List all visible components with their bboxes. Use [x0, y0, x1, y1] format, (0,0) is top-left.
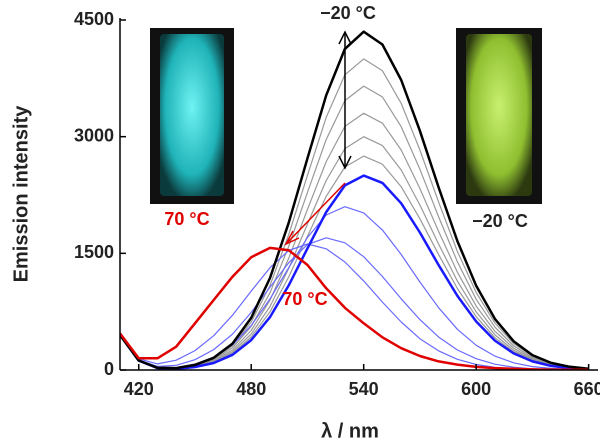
series-line [120, 174, 589, 370]
series-line [120, 30, 589, 370]
x-tick-label: 540 [349, 379, 379, 399]
annotation: −20 °C [320, 3, 376, 23]
plot-area [120, 30, 589, 370]
x-axis-label: λ / nm [321, 420, 379, 442]
x-tick-label: 660 [574, 379, 600, 399]
arrow [287, 182, 346, 243]
x-tick-label: 600 [461, 379, 491, 399]
arrow-head [284, 230, 300, 246]
annotation: 70 °C [282, 289, 327, 309]
y-tick-label: 0 [104, 359, 114, 379]
y-tick-label: 1500 [74, 242, 114, 262]
x-tick-label: 420 [124, 379, 154, 399]
cuvette [466, 34, 532, 196]
y-axis-label: Emission intensity [10, 105, 32, 283]
y-tick-label: 3000 [74, 125, 114, 145]
arrow-head [338, 30, 352, 170]
series-line [120, 246, 589, 370]
y-tick-label: 4500 [74, 9, 114, 29]
annotation: −20 °C [472, 211, 528, 231]
series-line [120, 237, 589, 370]
x-tick-label: 480 [236, 379, 266, 399]
annotation: 70 °C [164, 209, 209, 229]
cuvette [160, 34, 224, 196]
